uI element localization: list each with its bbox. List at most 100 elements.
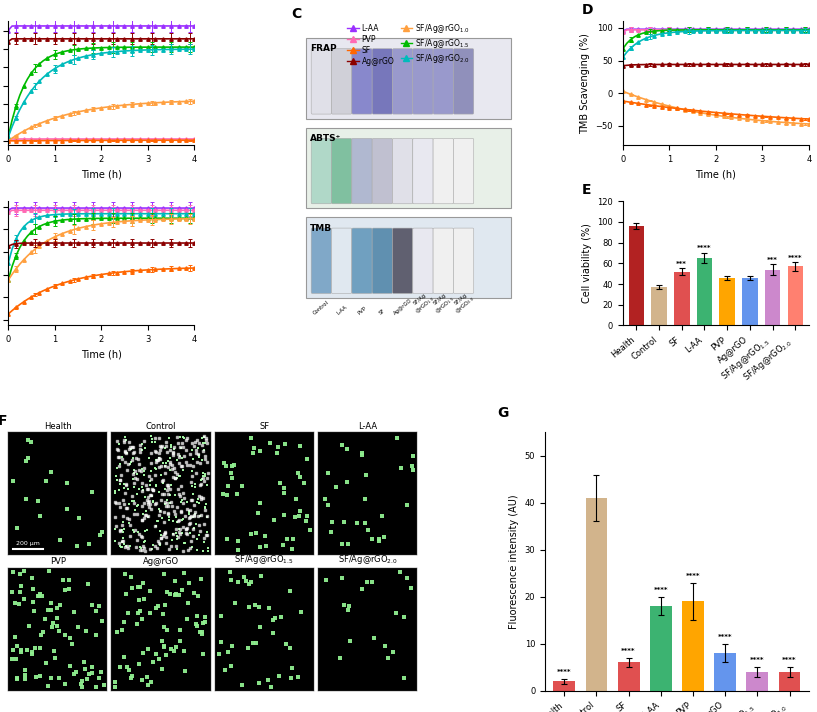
Point [193,451,206,463]
Point [74,679,87,690]
Text: ****: **** [685,573,700,579]
Point [160,501,173,512]
Point [155,513,168,524]
Point [173,431,186,443]
Point [158,641,171,652]
Point [176,441,190,452]
Point [71,540,84,552]
Text: ****: **** [654,587,668,593]
Point [150,515,163,527]
Point [154,444,167,456]
Point [185,510,198,521]
Point [231,544,244,555]
Point [241,642,254,654]
Bar [682,602,704,691]
Point [219,665,232,676]
Point [133,439,146,451]
Point [185,494,199,506]
Point [393,567,406,578]
Point [158,461,171,472]
Point [29,642,42,654]
Point [270,447,283,459]
Point [60,477,74,488]
FancyBboxPatch shape [413,228,433,293]
Point [122,607,135,618]
Point [174,507,187,518]
Point [60,503,74,515]
Point [152,538,165,549]
Point [165,441,178,452]
Point [181,459,194,471]
Text: E: E [582,183,592,197]
Point [48,652,61,664]
Point [135,439,148,450]
Point [225,640,239,651]
Point [251,508,264,519]
Text: SF/Ag@rGO$_{1.5}$: SF/Ag@rGO$_{1.5}$ [234,553,294,566]
Point [127,481,141,493]
Point [176,521,190,533]
Point [132,464,145,476]
Point [109,520,122,532]
Point [185,470,199,481]
Point [63,574,76,585]
Y-axis label: Fluorescence intensity (AU): Fluorescence intensity (AU) [509,494,519,629]
Point [336,572,349,584]
Point [176,461,189,472]
Point [180,613,193,624]
Point [189,508,202,520]
Point [25,436,38,448]
Point [17,566,30,577]
Point [141,483,154,494]
Point [391,432,404,444]
Point [136,544,149,555]
Point [192,437,205,449]
Point [358,493,371,505]
Point [26,597,39,608]
Point [289,493,302,505]
Point [292,671,305,682]
Point [131,508,144,520]
Point [12,599,25,610]
Point [195,439,208,451]
Point [160,532,173,543]
Point [160,436,173,448]
Point [156,530,169,542]
Point [42,681,55,692]
Point [176,527,189,538]
Point [114,525,127,536]
Point [161,480,174,491]
Point [134,530,147,541]
Point [143,490,156,501]
Point [171,454,184,466]
Point [158,442,172,454]
Text: ***: *** [676,261,687,267]
Point [116,533,129,544]
Point [148,433,161,444]
Point [283,642,297,654]
Point [123,498,136,510]
Point [139,509,152,520]
Bar [629,226,644,325]
Bar [586,498,607,691]
Point [277,509,290,520]
Point [92,600,105,612]
Point [172,514,185,525]
Point [118,478,131,490]
Point [286,533,299,544]
Point [150,454,163,466]
Point [142,491,155,503]
Point [36,590,49,602]
Point [47,645,60,656]
Point [181,522,194,533]
Point [119,447,132,459]
Point [169,523,182,535]
Text: Ag@rGO: Ag@rGO [143,557,179,566]
Point [154,540,167,551]
Point [179,456,192,468]
Point [8,632,21,643]
Point [181,503,194,515]
Point [192,519,205,530]
Point [115,541,128,553]
Point [254,497,267,508]
